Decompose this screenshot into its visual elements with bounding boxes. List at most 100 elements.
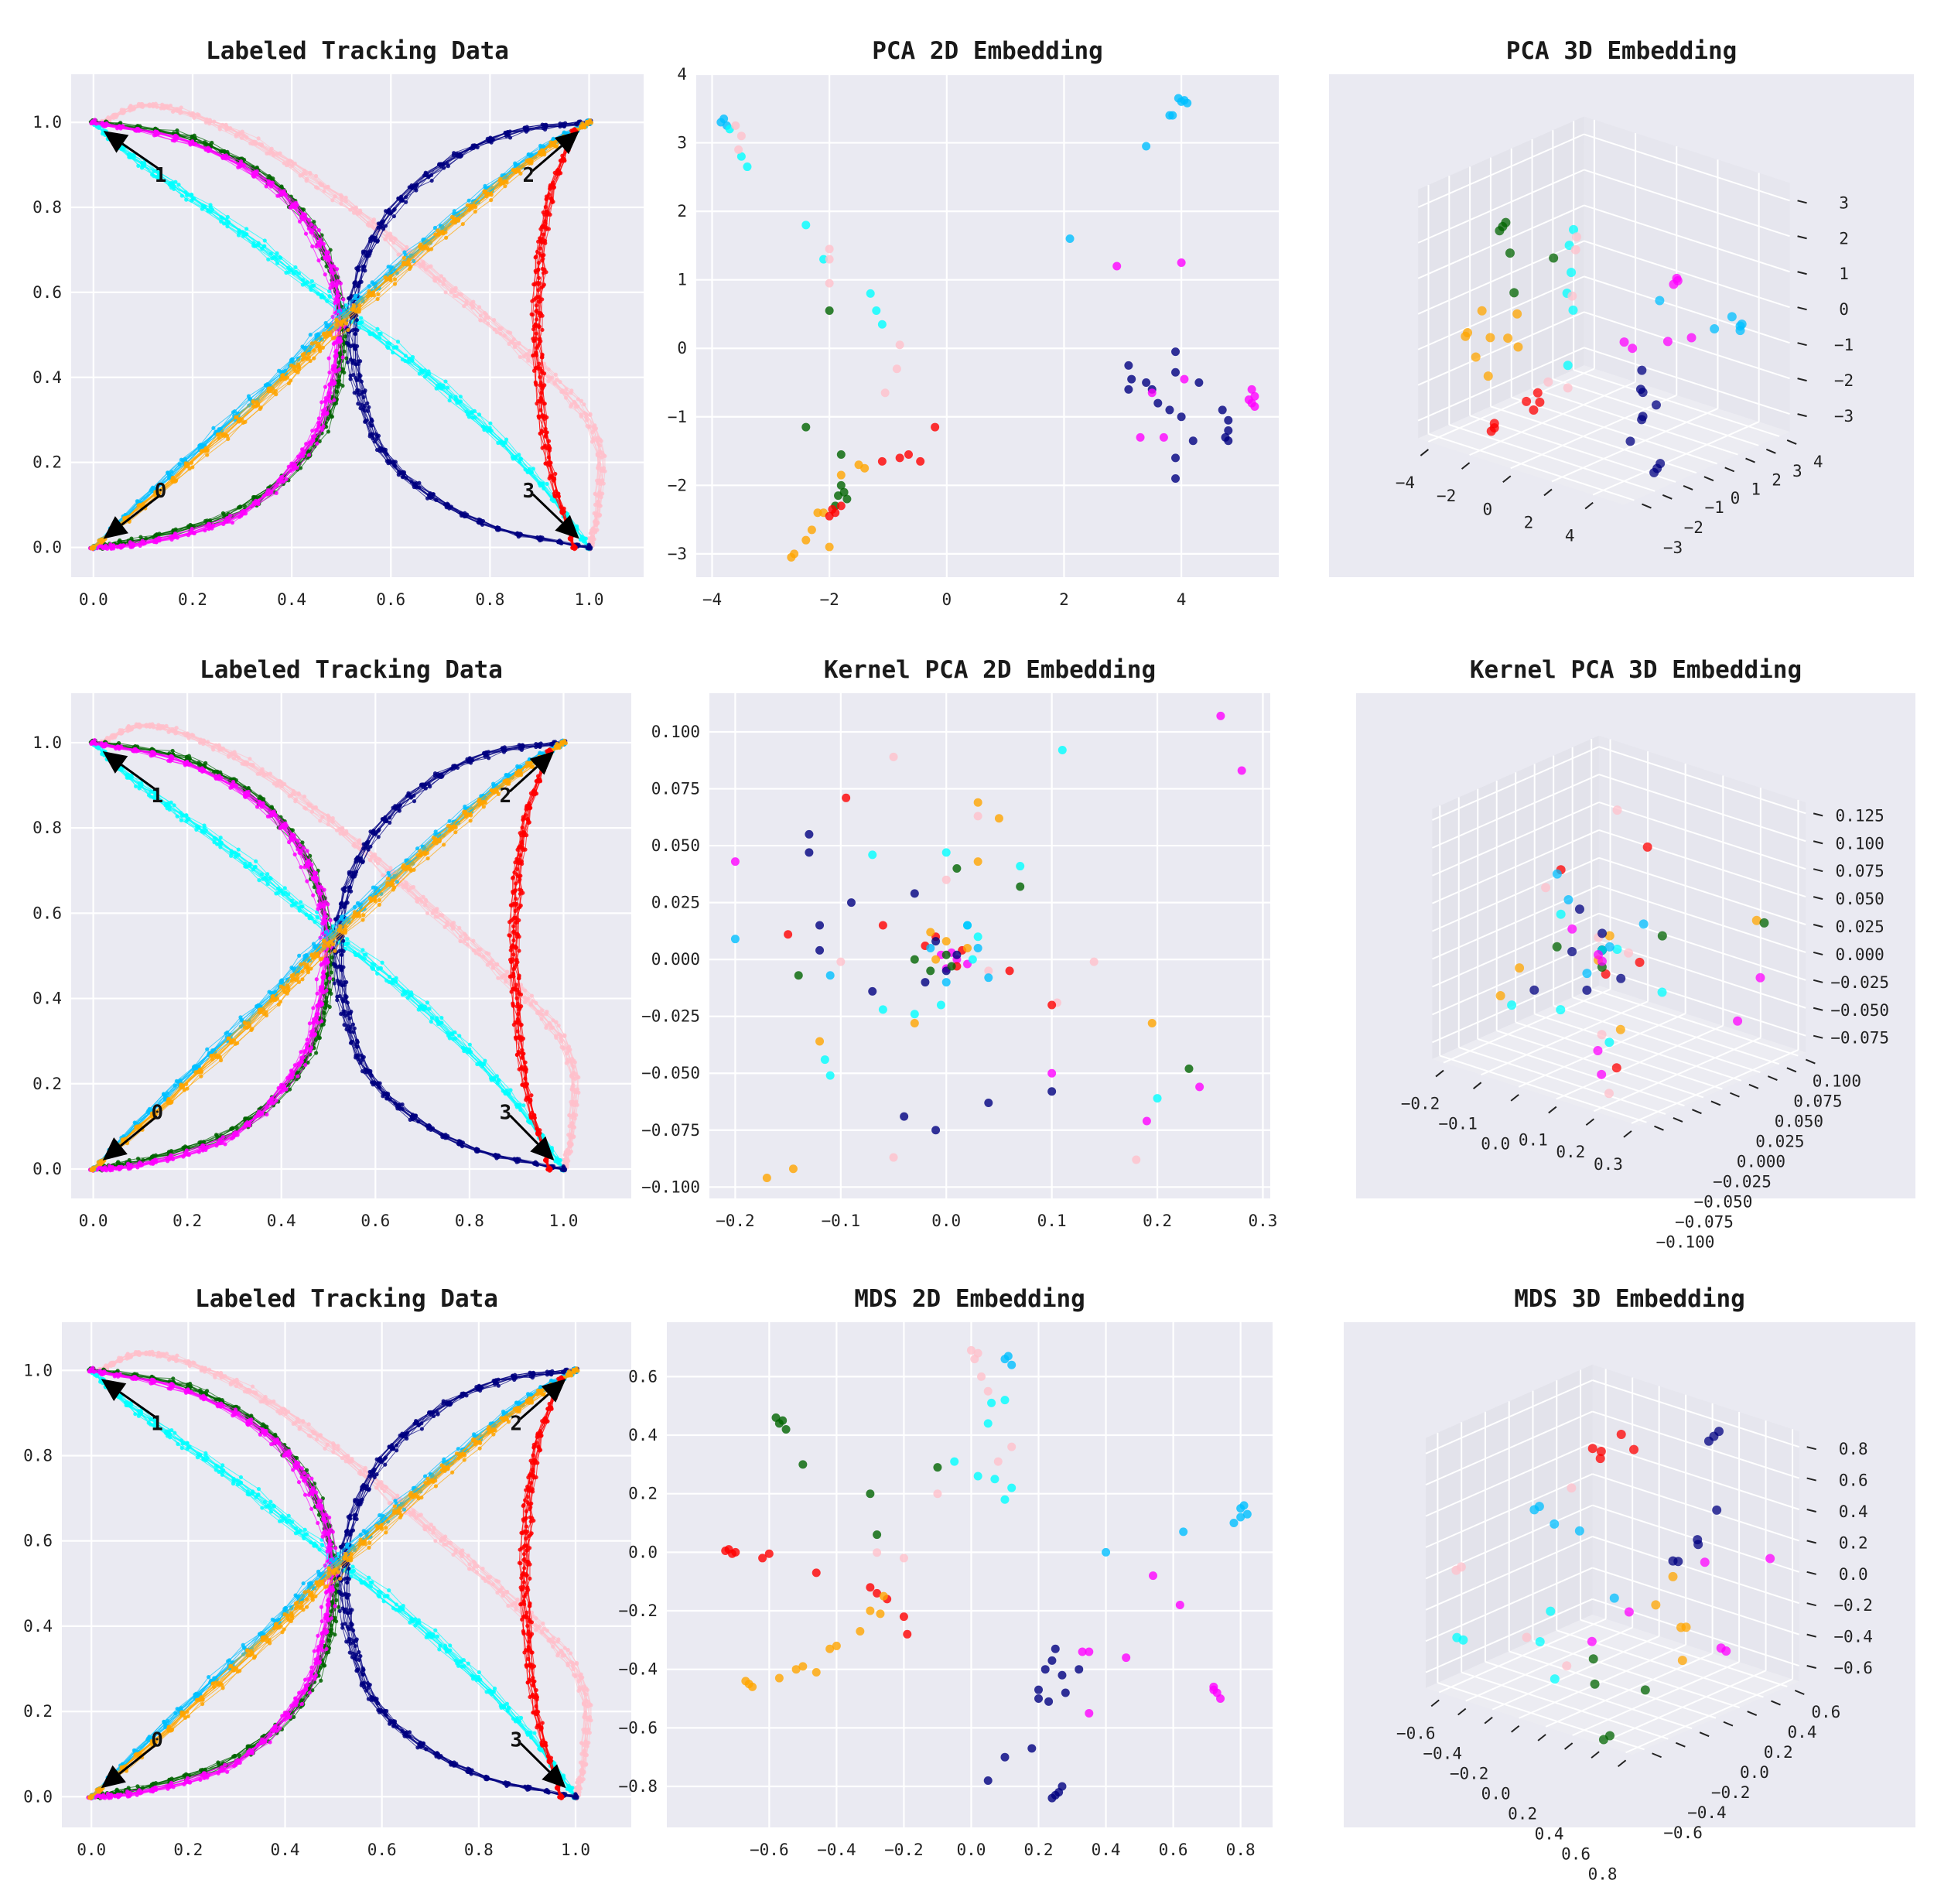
data-point [1194, 378, 1204, 388]
trajectory-point [375, 326, 380, 331]
trajectory-point [537, 415, 542, 420]
trajectory-point [542, 402, 546, 406]
trajectory-point [171, 728, 176, 733]
trajectory-point [419, 369, 424, 374]
trajectory-point [466, 198, 471, 203]
trajectory-point [353, 332, 357, 337]
trajectory-point [548, 140, 553, 145]
trajectory-point [560, 388, 565, 393]
trajectory-point [244, 760, 250, 765]
trajectory-point [341, 832, 347, 837]
trajectory-point [545, 374, 550, 379]
data-point [1127, 374, 1136, 384]
trajectory-point [573, 1072, 578, 1076]
trajectory-point [340, 828, 345, 832]
trajectory-point [300, 282, 305, 287]
trajectory-point [381, 224, 385, 229]
trajectory-point [310, 244, 315, 249]
trajectory-point [488, 421, 493, 426]
trajectory-point [383, 275, 388, 279]
trajectory-point [514, 1102, 518, 1107]
data-point [743, 162, 752, 172]
trajectory-point [236, 165, 241, 169]
trajectory-point [539, 1017, 544, 1021]
trajectory-point [553, 144, 558, 149]
trajectory-point [410, 186, 415, 190]
trajectory-point [351, 306, 356, 310]
data-point [1224, 415, 1233, 425]
trajectory-point [354, 293, 358, 298]
trajectory-point [240, 129, 244, 134]
data-point [1549, 253, 1559, 263]
trajectory-point [524, 129, 528, 134]
subplot-title: PCA 2D Embedding [872, 37, 1103, 65]
trajectory-point [293, 799, 298, 804]
y-tick-label: 0.4 [32, 368, 62, 387]
trajectory-point [566, 1045, 570, 1051]
trajectory-point [591, 541, 596, 545]
trajectory-point [187, 467, 192, 471]
y-tick-label: 3 [1792, 462, 1802, 480]
trajectory-point [236, 233, 241, 238]
trajectory-point [536, 1010, 541, 1014]
trajectory-point [497, 1078, 501, 1082]
data-point [1662, 337, 1673, 347]
trajectory-point [120, 124, 125, 128]
trajectory-point [384, 344, 389, 349]
y-tick-label: 4 [1813, 453, 1823, 471]
x-tick-label: 0.6 [376, 590, 405, 609]
trajectory-point [207, 118, 212, 123]
x-tick-label: 0.2 [178, 590, 207, 609]
trajectory-point [549, 497, 554, 502]
trajectory-point [326, 815, 331, 820]
trajectory-point [457, 925, 462, 930]
trajectory-point [408, 990, 414, 995]
trajectory-point [355, 211, 360, 217]
trajectory-point [536, 261, 542, 265]
trajectory-point [477, 1061, 482, 1065]
trajectory-point [330, 280, 335, 285]
trajectory-point [483, 315, 488, 320]
data-point [1505, 248, 1515, 258]
trajectory-point [417, 896, 422, 901]
trajectory-point [301, 454, 306, 459]
data-point [872, 306, 881, 316]
trajectory-point [334, 354, 339, 358]
data-point [1177, 258, 1186, 268]
trajectory-point [354, 207, 358, 212]
trajectory-point [571, 1124, 576, 1130]
trajectory-point [115, 545, 120, 549]
trajectory-point [330, 198, 335, 203]
trajectory-point [370, 962, 374, 966]
data-point [1168, 111, 1177, 120]
data-point [1635, 385, 1645, 395]
trajectory-point [529, 312, 534, 316]
trajectory-point [210, 140, 214, 145]
trajectory-point [538, 281, 542, 285]
data-point [1489, 419, 1499, 429]
data-point [1171, 367, 1181, 377]
trajectory-point [542, 383, 547, 388]
trajectory-point [533, 255, 538, 260]
data-point [1625, 436, 1635, 446]
data-point [1171, 347, 1181, 357]
trajectory-point [308, 358, 313, 364]
trajectory-point [405, 244, 409, 250]
subplot-title: PCA 3D Embedding [1506, 37, 1738, 65]
trajectory-point [109, 115, 114, 119]
trajectory-point [481, 954, 486, 959]
data-point [1485, 333, 1495, 343]
trajectory-point [525, 159, 529, 163]
x-tick-label: −2 [819, 590, 839, 609]
z-tick-label: 2 [1839, 229, 1849, 248]
trajectory-point [266, 179, 272, 183]
data-point [807, 525, 816, 535]
trajectory-point [275, 886, 281, 891]
trajectory-point [319, 183, 325, 188]
trajectory-point [530, 353, 535, 358]
data-point [1177, 412, 1186, 422]
trajectory-point [140, 162, 145, 167]
trajectory-point [514, 169, 520, 173]
trajectory-point [453, 1030, 457, 1034]
